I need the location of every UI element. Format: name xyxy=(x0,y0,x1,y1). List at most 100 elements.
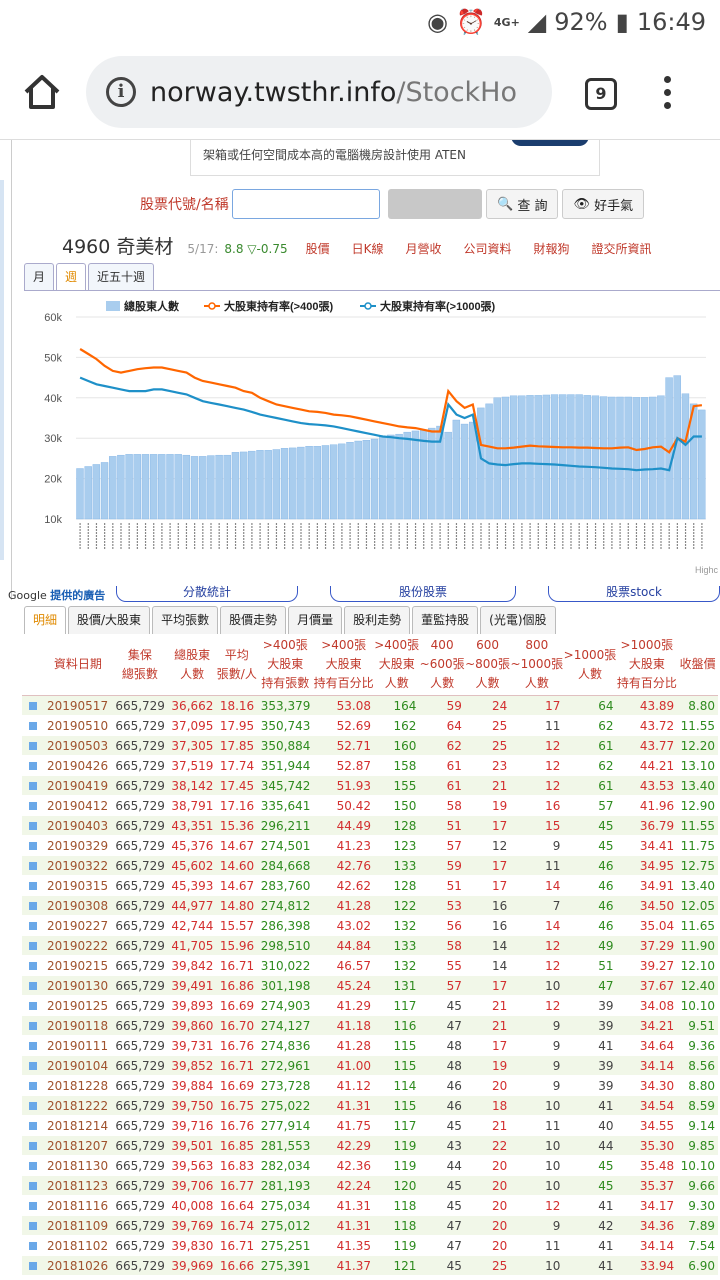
row-marker-icon xyxy=(22,975,44,996)
column-header[interactable]: >1000張 人數 xyxy=(563,634,617,696)
table-cell: 20181130 xyxy=(44,1155,112,1176)
address-bar[interactable]: i norway.twsthr.info/StockHo xyxy=(86,56,552,128)
tab-director-holdings[interactable]: 董監持股 xyxy=(412,606,479,634)
stock-code-input[interactable] xyxy=(232,189,380,219)
link-financial-dog[interactable]: 財報狗 xyxy=(533,242,570,256)
table-cell: 20181222 xyxy=(44,1095,112,1116)
bar xyxy=(395,433,403,520)
table-cell: 665,729 xyxy=(111,895,168,916)
table-cell: 52.71 xyxy=(313,735,374,756)
query-button[interactable]: 🔍 查 詢 xyxy=(486,189,559,219)
table-cell: 34.36 xyxy=(616,1215,678,1236)
table-cell: 35.30 xyxy=(616,1135,678,1156)
column-header[interactable]: 集保 總張數 xyxy=(111,634,168,696)
link-company-info[interactable]: 公司資料 xyxy=(463,242,512,256)
table-cell: 15 xyxy=(510,815,564,836)
column-header[interactable]: >400張 大股東 人數 xyxy=(374,634,420,696)
table-cell: 20181228 xyxy=(44,1075,112,1096)
info-icon[interactable]: i xyxy=(106,77,136,107)
tab-weekly[interactable]: 週 xyxy=(56,263,87,291)
tab-monthly-volume[interactable]: 月價量 xyxy=(288,606,343,634)
table-cell: 20190426 xyxy=(44,755,112,776)
link-monthly-revenue[interactable]: 月營收 xyxy=(405,242,442,256)
table-cell: 37,305 xyxy=(167,735,217,756)
table-cell: 10.10 xyxy=(677,1155,718,1176)
table-cell: 45 xyxy=(419,995,465,1016)
table-cell: 9 xyxy=(510,835,564,856)
row-marker-icon xyxy=(22,895,44,916)
table-cell: 274,903 xyxy=(257,995,314,1016)
bar xyxy=(92,464,101,520)
table-cell: 12.10 xyxy=(677,955,718,976)
tab-average-lots[interactable]: 平均張數 xyxy=(152,606,219,634)
table-cell: 10 xyxy=(510,1095,564,1116)
table-cell: 41.31 xyxy=(313,1215,374,1236)
link-price[interactable]: 股價 xyxy=(305,242,330,256)
table-cell: 8.56 xyxy=(677,1055,718,1076)
y-tick-label: 20k xyxy=(44,474,62,486)
url-text[interactable]: norway.twsthr.info/StockHo xyxy=(150,77,517,108)
row-marker-icon xyxy=(22,735,44,756)
table-cell: 44.21 xyxy=(616,755,678,776)
row-marker-icon xyxy=(22,1115,44,1136)
table-cell: 39,706 xyxy=(167,1175,217,1196)
table-cell: 665,729 xyxy=(111,1135,168,1156)
ad-button[interactable] xyxy=(511,140,589,146)
table-cell: 665,729 xyxy=(111,1175,168,1196)
tab-monthly[interactable]: 月 xyxy=(24,263,55,291)
tab-price-trend[interactable]: 股價走勢 xyxy=(220,606,287,634)
column-header[interactable]: 800 ~1000張 人數 xyxy=(510,634,564,696)
bar xyxy=(329,444,338,520)
table-cell: 9.51 xyxy=(677,1015,718,1036)
table-cell: 284,668 xyxy=(257,855,314,876)
column-header[interactable]: 收盤價 xyxy=(677,634,718,696)
lucky-button[interactable]: 👁 好手氣 xyxy=(562,189,645,219)
table-cell: 665,729 xyxy=(111,1115,168,1136)
bar xyxy=(403,431,411,520)
table-row: 20190329 665,729 45,376 14.67 274,501 41.23 12… xyxy=(22,835,718,856)
table-cell: 8.80 xyxy=(677,695,718,716)
more-menu-icon[interactable] xyxy=(664,76,672,115)
bar xyxy=(444,431,452,520)
pill-stock-en[interactable]: 股票stock xyxy=(548,586,720,602)
table-cell: 20190503 xyxy=(44,735,112,756)
bar xyxy=(608,396,616,520)
bar xyxy=(223,454,231,520)
tab-optoelectronics[interactable]: (光電)個股 xyxy=(480,606,556,634)
tab-detail[interactable]: 明細 xyxy=(24,606,67,634)
table-cell: 9.85 xyxy=(677,1135,718,1156)
home-icon[interactable] xyxy=(22,72,62,112)
row-marker-icon xyxy=(22,1135,44,1156)
table-row: 20190503 665,729 37,305 17.85 350,884 52.71 16… xyxy=(22,735,718,756)
top-ad-banner[interactable]: 架箱或任何空間成本高的電腦機房設計使用 ATEN xyxy=(190,140,600,176)
table-row: 20190403 665,729 43,351 15.36 296,211 44.49 12… xyxy=(22,815,718,836)
row-marker-icon xyxy=(22,1075,44,1096)
tab-price-major-holders[interactable]: 股價/大股東 xyxy=(68,606,151,634)
tab-switcher-button[interactable]: 9 xyxy=(585,78,617,110)
bar xyxy=(174,454,182,520)
column-header[interactable]: >400張 大股東 持有百分比 xyxy=(313,634,374,696)
column-header[interactable]: 400 ~600張 人數 xyxy=(419,634,465,696)
column-header[interactable]: 600 ~800張 人數 xyxy=(464,634,511,696)
pill-share-stocks[interactable]: 股份股票 xyxy=(330,586,516,602)
table-cell: 14 xyxy=(464,935,511,956)
table-cell: 20190517 xyxy=(44,695,112,716)
pill-distribution-stats[interactable]: 分散統計 xyxy=(116,586,298,602)
link-twse-info[interactable]: 證交所資訊 xyxy=(591,242,652,256)
table-cell: 665,729 xyxy=(111,1155,168,1176)
column-header[interactable]: 平均 張數/人 xyxy=(216,634,258,696)
table-cell: 44 xyxy=(419,1155,465,1176)
table-cell: 39,750 xyxy=(167,1095,217,1116)
table-cell: 115 xyxy=(374,1035,420,1056)
table-cell: 37.29 xyxy=(616,935,678,956)
table-body: 20190517 665,729 36,662 18.16 353,379 53.08 16… xyxy=(22,695,718,1276)
table-cell: 37,095 xyxy=(167,715,217,736)
link-daily-k[interactable]: 日K線 xyxy=(351,242,384,256)
column-header[interactable]: 資料日期 xyxy=(44,634,112,696)
tab-recent-50-weeks[interactable]: 近五十週 xyxy=(88,263,155,291)
column-header[interactable]: >1000張 大股東 持有百分比 xyxy=(616,634,678,696)
tab-dividend-trend[interactable]: 股利走勢 xyxy=(344,606,411,634)
column-header[interactable]: >400張 大股東 持有張數 xyxy=(257,634,314,696)
column-header[interactable]: 總股東 人數 xyxy=(167,634,217,696)
table-cell: 351,944 xyxy=(257,755,314,776)
